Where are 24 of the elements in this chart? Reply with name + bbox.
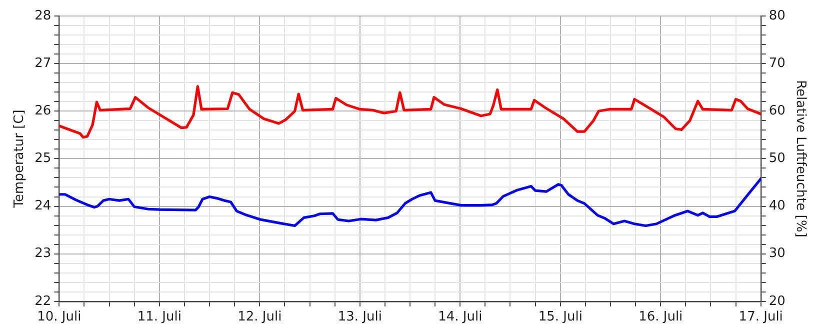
y2-tick-label: 80: [768, 8, 786, 24]
y2-tick-label: 20: [768, 294, 786, 309]
x-tick-label: 11. Juli: [137, 310, 182, 325]
x-tick-label: 17. Juli: [738, 310, 783, 325]
y-tick-label: 27: [34, 56, 52, 71]
x-tick-label: 15. Juli: [538, 310, 582, 325]
y-axis-title: Temperatur [C]: [12, 110, 28, 209]
x-tick-label: 16. Juli: [638, 310, 683, 325]
x-tick-label: 13. Juli: [338, 310, 382, 325]
y-tick-label: 25: [34, 151, 52, 166]
y2-axis-title: Relative Luftfeuchte [%]: [792, 80, 808, 238]
y-tick-label: 28: [34, 8, 52, 24]
x-tick-label: 14. Juli: [438, 310, 482, 325]
x-tick-label: 10. Juli: [37, 310, 82, 325]
y-tick-label: 22: [34, 294, 52, 309]
y2-tick-label: 40: [768, 198, 786, 214]
y2-tick-label: 50: [768, 151, 786, 166]
y-tick-label: 24: [34, 198, 52, 214]
y-tick-label: 23: [34, 246, 52, 262]
y-tick-label: 26: [34, 104, 52, 119]
y2-tick-label: 70: [768, 56, 786, 71]
y2-tick-label: 30: [768, 246, 786, 262]
y2-tick-label: 60: [768, 104, 786, 119]
x-tick-label: 12. Juli: [238, 310, 282, 325]
